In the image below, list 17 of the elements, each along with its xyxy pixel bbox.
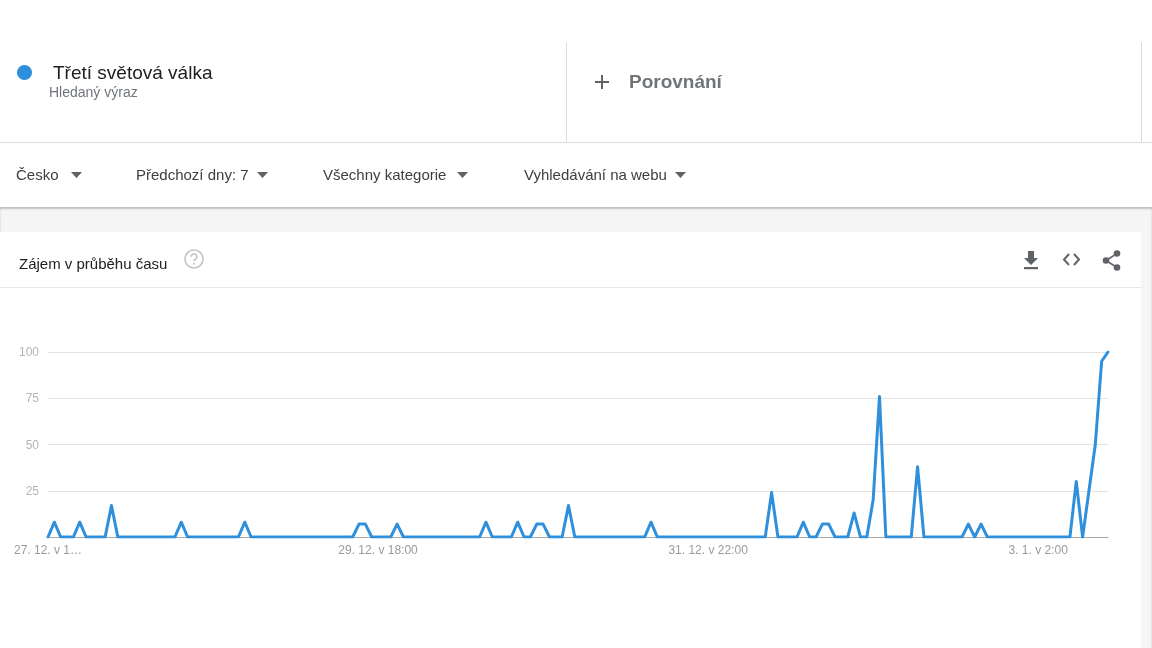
y-tick-label: 75 — [25, 391, 40, 406]
line-series — [46, 350, 1110, 539]
x-tick-label: 31. 12. v 22:00 — [668, 543, 749, 557]
text: Všechny kategorie — [323, 166, 447, 184]
y-tick-label: 25 — [25, 483, 40, 498]
text: Česko — [16, 166, 59, 184]
text: Hledaný výraz — [49, 83, 138, 101]
text: Porovnání — [629, 70, 722, 94]
legend-label: Třetí světová válka — [53, 62, 213, 83]
text: Vyhledávání na webu — [524, 166, 667, 184]
text: Předchozí dny: 7 — [136, 166, 249, 184]
x-tick-label: 29. 12. v 18:00 — [338, 543, 419, 557]
chart-title: Zájem v průběhu času — [19, 255, 168, 272]
x-tick-label: 3. 1. v 2:00 — [1008, 543, 1069, 557]
y-tick-label: 100 — [18, 345, 40, 359]
x-tick-label: 27. 12. v 1… — [13, 543, 83, 557]
y-tick-label: 50 — [25, 437, 40, 452]
